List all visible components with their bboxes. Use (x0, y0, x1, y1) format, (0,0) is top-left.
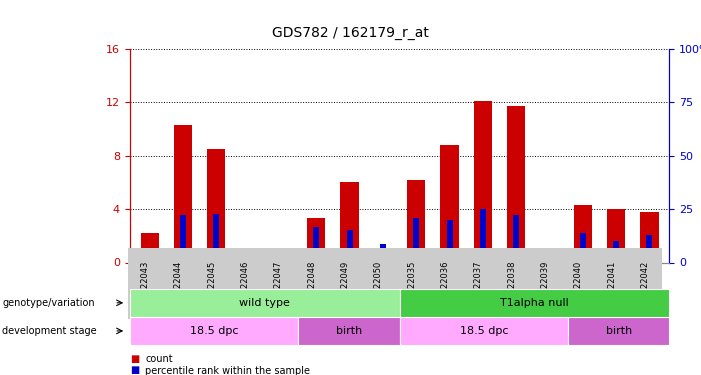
FancyBboxPatch shape (437, 304, 462, 320)
Text: percentile rank within the sample: percentile rank within the sample (145, 366, 310, 375)
Text: count: count (145, 354, 172, 364)
FancyBboxPatch shape (604, 304, 629, 320)
Text: GSM22042: GSM22042 (641, 261, 649, 306)
Text: GDS782 / 162179_r_at: GDS782 / 162179_r_at (272, 26, 429, 40)
Bar (447, 220, 453, 262)
FancyBboxPatch shape (204, 304, 229, 320)
Bar (307, 218, 325, 262)
Bar (640, 212, 659, 262)
Bar (346, 230, 353, 262)
Text: 18.5 dpc: 18.5 dpc (190, 326, 238, 336)
Bar (180, 216, 186, 262)
Bar (580, 232, 586, 262)
Text: GSM22039: GSM22039 (540, 261, 550, 306)
FancyBboxPatch shape (337, 304, 362, 320)
FancyBboxPatch shape (170, 304, 196, 320)
Bar (413, 217, 419, 262)
Bar (247, 254, 252, 262)
Text: GSM22044: GSM22044 (174, 261, 183, 306)
Text: 18.5 dpc: 18.5 dpc (460, 326, 508, 336)
FancyBboxPatch shape (537, 304, 562, 320)
Text: birth: birth (606, 326, 632, 336)
Bar (540, 258, 559, 262)
Text: GSM22045: GSM22045 (207, 261, 217, 306)
Text: GSM22050: GSM22050 (374, 261, 383, 306)
Text: GSM22038: GSM22038 (508, 261, 516, 306)
FancyBboxPatch shape (137, 304, 162, 320)
FancyBboxPatch shape (637, 304, 662, 320)
Bar (130, 289, 400, 317)
Text: T1alpha null: T1alpha null (500, 298, 569, 308)
FancyBboxPatch shape (504, 304, 529, 320)
Text: GSM22037: GSM22037 (474, 261, 483, 306)
Bar (147, 255, 153, 262)
Bar (400, 289, 669, 317)
Text: genotype/variation: genotype/variation (2, 298, 95, 308)
FancyBboxPatch shape (371, 304, 395, 320)
Bar (341, 182, 359, 262)
Bar (613, 241, 619, 262)
Text: development stage: development stage (2, 326, 97, 336)
Text: birth: birth (336, 326, 362, 336)
Bar (140, 233, 159, 262)
Text: wild type: wild type (239, 298, 290, 308)
Text: GSM22040: GSM22040 (574, 261, 583, 306)
Bar (474, 101, 492, 262)
Text: GSM22036: GSM22036 (440, 261, 449, 306)
Bar (313, 227, 319, 262)
Bar (480, 209, 486, 262)
Bar (440, 145, 458, 262)
FancyBboxPatch shape (238, 304, 262, 320)
Bar (299, 317, 400, 345)
Bar (607, 209, 625, 262)
Bar (513, 216, 519, 262)
Bar (274, 260, 292, 262)
Bar (407, 180, 426, 262)
Bar (400, 317, 569, 345)
Bar (207, 149, 226, 262)
Text: GSM22035: GSM22035 (407, 261, 416, 306)
Bar (573, 205, 592, 262)
FancyBboxPatch shape (470, 304, 495, 320)
Bar (569, 317, 669, 345)
Text: GSM22048: GSM22048 (307, 261, 316, 306)
Bar (646, 235, 653, 262)
Text: ■: ■ (130, 366, 139, 375)
Bar (280, 259, 286, 262)
FancyBboxPatch shape (404, 304, 428, 320)
FancyBboxPatch shape (304, 304, 329, 320)
FancyBboxPatch shape (271, 304, 295, 320)
Bar (374, 251, 392, 262)
Text: GSM22041: GSM22041 (607, 261, 616, 306)
Text: GSM22046: GSM22046 (240, 261, 250, 306)
Bar (380, 244, 386, 262)
Bar (213, 214, 219, 262)
Bar (174, 125, 192, 262)
Bar (547, 259, 552, 262)
Bar (130, 317, 299, 345)
Text: ■: ■ (130, 354, 139, 364)
Text: GSM22047: GSM22047 (274, 261, 283, 306)
FancyBboxPatch shape (571, 304, 595, 320)
Bar (240, 256, 259, 262)
Bar (507, 106, 525, 262)
Text: GSM22049: GSM22049 (341, 261, 350, 306)
Text: GSM22043: GSM22043 (141, 261, 150, 306)
